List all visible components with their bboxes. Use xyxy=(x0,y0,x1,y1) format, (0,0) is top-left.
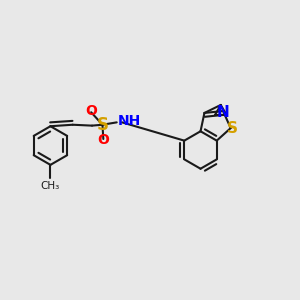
Text: NH: NH xyxy=(118,114,141,128)
Text: S: S xyxy=(226,121,238,136)
Text: O: O xyxy=(98,134,109,148)
Text: CH₃: CH₃ xyxy=(41,181,60,190)
Text: O: O xyxy=(85,104,97,118)
Text: N: N xyxy=(217,105,230,120)
Text: S: S xyxy=(96,116,108,134)
